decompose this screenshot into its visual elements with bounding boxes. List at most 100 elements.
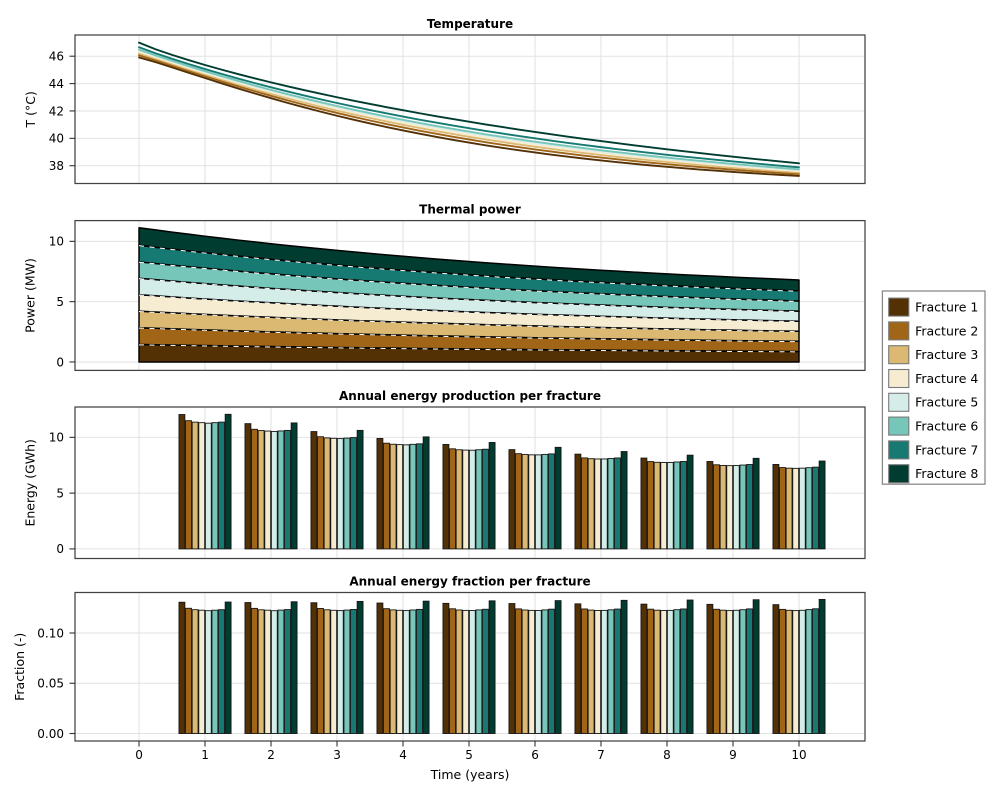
panel-3-ytick-label: 10 [49,431,64,445]
panel-4-bar-year8-fracture4 [660,610,668,734]
legend-label-8: Fracture 8 [915,466,978,481]
panel-4-bar-year4-fracture3 [389,609,397,734]
panel-4-bar-year9-fracture7 [746,608,753,734]
panel-4-bar-year9-fracture8 [752,599,760,734]
panel-4-bar-year7-fracture4 [594,610,602,734]
panel-3-bar-year7-fracture8 [620,451,628,550]
panel-3-bar-year9-fracture6 [739,464,747,550]
panel-3-bar-year9-fracture2 [713,464,720,550]
panel-3-bar-year4-fracture2 [383,442,390,550]
panel-4-bar-year3-fracture7 [350,609,357,734]
panel-3-bar-year8-fracture3 [653,461,661,550]
panel-3-bar-year10-fracture3 [785,467,793,550]
panel-4-ytick-label: 0.10 [37,626,64,640]
xaxis-tick-label: 1 [201,748,209,762]
panel-4-bar-year10-fracture7 [812,608,819,734]
xaxis-tick-label: 2 [267,748,275,762]
panel-3-ytick-label: 5 [56,486,64,500]
panel-4-bar-year5-fracture4 [462,609,470,734]
panel-4-bar-year6-fracture6 [541,609,549,734]
panel-4-bar-year1-fracture4 [198,609,206,734]
legend-swatch-3 [888,345,910,365]
panel-4-bar-year10-fracture2 [779,608,786,734]
panel-3-bar-year10-fracture1 [772,464,780,550]
panel-1-temperature-line-3 [138,52,800,174]
panel-4-bar-year10-fracture5 [798,609,806,734]
panel-1-temperature-line-2 [138,54,800,175]
panel-3-bar-year5-fracture4 [462,449,470,550]
panel-3-bar-year10-fracture6 [805,467,813,550]
panel-3-bar-year4-fracture1 [376,438,384,550]
panel-3-bar-year9-fracture3 [719,464,727,550]
panel-3-bar-year4-fracture5 [402,444,410,550]
panel-1-ytick-label: 42 [49,104,64,118]
panel-3-bar-year8-fracture2 [647,461,654,550]
panel-4-bar-year9-fracture6 [739,609,747,734]
panel-4-bar-year10-fracture3 [785,609,793,734]
legend-label-6: Fracture 6 [915,419,978,434]
panel-3-bar-year7-fracture4 [594,458,602,550]
panel-2-ytick-label: 10 [49,235,64,249]
panel-3-bar-year2-fracture5 [270,430,278,550]
panel-4-frame [74,591,866,742]
xaxis-tick-label: 10 [791,748,806,762]
panel-4-bar-year8-fracture1 [640,603,648,734]
panel-4-bar-year2-fracture2 [251,607,258,734]
panel-3-bar-year3-fracture2 [317,436,324,550]
panel-4-bar-year6-fracture8 [554,600,562,734]
panel-4-ytick-label: 0.00 [37,727,64,741]
panel-1-ytick-label: 46 [49,50,64,64]
panel-3-bar-year9-fracture7 [746,464,753,550]
panel-2-power-boundary-dash-2 [139,327,800,343]
panel-3-bar-year6-fracture7 [548,453,555,550]
panel-4-bar-year4-fracture4 [396,609,404,734]
panel-4-bar-year8-fracture8 [686,599,694,734]
panel-3-bar-year8-fracture1 [640,457,648,550]
panel-4-bar-year4-fracture7 [416,608,423,734]
legend-label-3: Fracture 3 [915,347,978,362]
panel-3-frame [74,406,866,560]
panel-2-ytick-label: 0 [56,355,64,369]
panel-4-bar-year2-fracture3 [257,609,265,734]
legend-swatch-6 [888,416,910,436]
panel-3-bar-year2-fracture1 [244,423,252,550]
panel-4-bar-year4-fracture1 [376,602,384,734]
panel-3-bar-year5-fracture3 [455,449,463,550]
panel-4-bar-year6-fracture1 [508,603,516,734]
panel-4-bar-year5-fracture2 [449,608,456,734]
panel-3-bar-year7-fracture3 [587,458,595,550]
panel-4-bar-year6-fracture2 [515,608,522,734]
panel-3-bar-year1-fracture4 [198,422,206,550]
panel-4-bar-year5-fracture1 [442,602,450,734]
panel-3-bar-year6-fracture2 [515,453,522,550]
panel-4-bar-year2-fracture8 [290,601,298,734]
panel-4-bar-year7-fracture3 [587,609,595,734]
panel-1-title: Temperature [427,17,513,31]
panel-4-bar-year7-fracture7 [614,608,621,734]
legend-swatch-4 [888,368,910,389]
panel-4-ylabel: Fraction (-) [12,633,27,701]
panel-4-bar-year8-fracture5 [666,609,674,734]
panel-1-ytick-label: 44 [49,77,64,91]
panel-3-bar-year3-fracture4 [330,437,338,550]
panel-3-bar-year1-fracture6 [211,422,219,550]
panel-4-bar-year2-fracture5 [270,610,278,734]
panel-4-bar-year3-fracture8 [356,600,364,734]
panel-4-ytick-label: 0.05 [37,677,64,691]
panel-4-bar-year2-fracture1 [244,602,252,734]
panel-1-ytick-label: 38 [49,159,64,173]
panel-4-bar-year9-fracture5 [732,609,740,734]
legend-label-2: Fracture 2 [915,323,978,338]
panel-4-bar-year1-fracture5 [204,610,212,734]
panel-4-bar-year8-fracture7 [680,608,687,734]
panel-4-bar-year7-fracture8 [620,599,628,734]
panel-2-ytick-label: 5 [56,295,64,309]
panel-4-bar-year1-fracture6 [211,609,219,734]
panel-1-temperature-line-8 [138,41,800,165]
panel-3-bar-year3-fracture5 [336,438,344,550]
panel-2-ylabel: Power (MW) [23,258,38,333]
xaxis-tick-label: 5 [465,748,473,762]
panel-4-bar-year9-fracture4 [726,610,734,734]
panel-1-ytick-label: 40 [49,132,64,146]
